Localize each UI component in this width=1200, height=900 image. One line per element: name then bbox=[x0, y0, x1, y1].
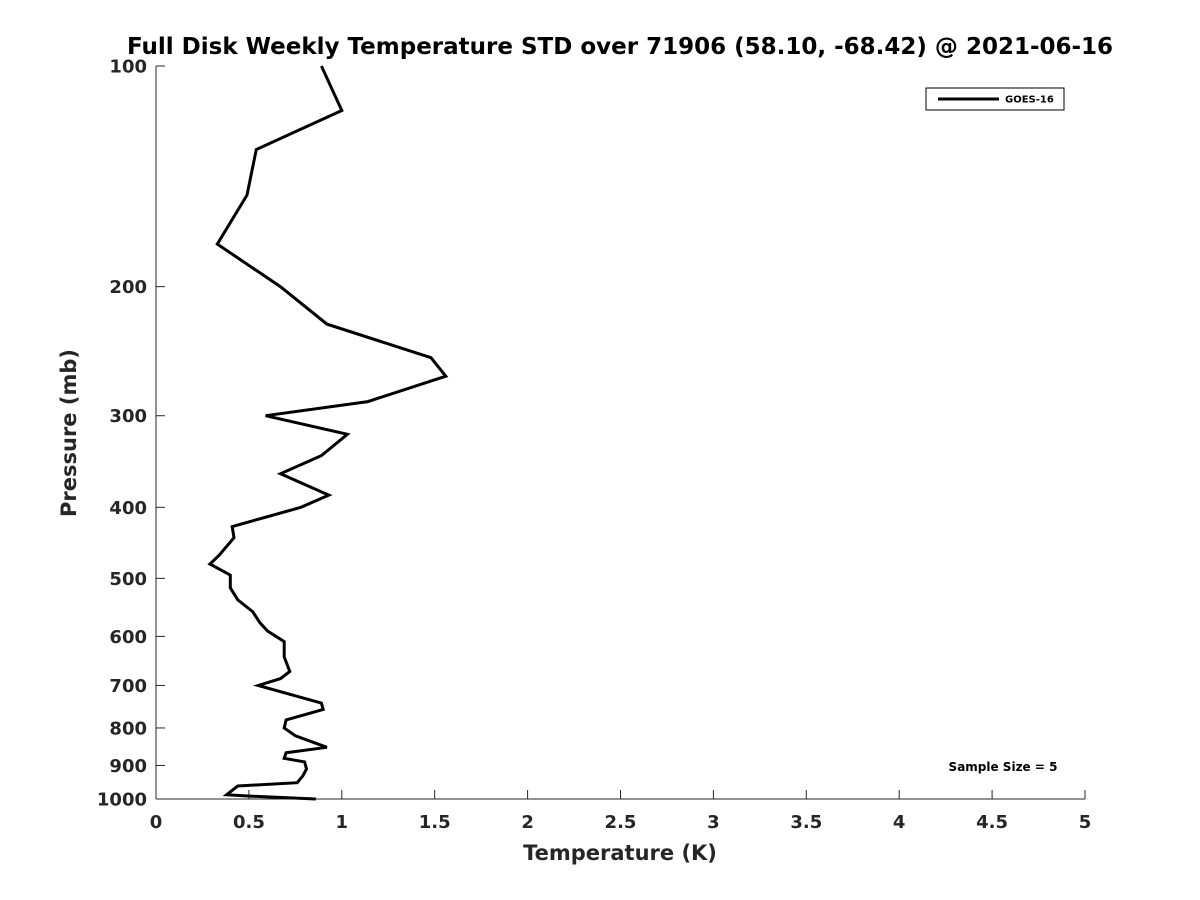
x-tick-label: 5 bbox=[1079, 812, 1092, 833]
legend-label-goes-16: GOES-16 bbox=[1005, 95, 1054, 106]
series-line-goes-16 bbox=[207, 65, 449, 801]
y-tick-label: 200 bbox=[109, 277, 147, 298]
x-tick-label: 2.5 bbox=[605, 812, 637, 833]
x-tick-label: 0.5 bbox=[233, 812, 265, 833]
x-tick-label: 3 bbox=[707, 812, 720, 833]
y-tick-label: 800 bbox=[109, 718, 147, 739]
plot-area bbox=[207, 65, 449, 801]
y-axis-label: Pressure (mb) bbox=[57, 349, 81, 517]
y-tick-label: 700 bbox=[109, 676, 147, 697]
x-tick-label: 0 bbox=[150, 812, 163, 833]
y-tick-label: 400 bbox=[109, 498, 147, 519]
x-axis-label: Temperature (K) bbox=[523, 841, 717, 865]
x-tick-label: 4 bbox=[893, 812, 906, 833]
y-tick-label: 900 bbox=[109, 756, 147, 777]
y-tick-label: 500 bbox=[109, 569, 147, 590]
y-tick-label: 100 bbox=[109, 57, 147, 78]
legend: GOES-16 bbox=[925, 87, 1065, 111]
chart-title: Full Disk Weekly Temperature STD over 71… bbox=[127, 34, 1113, 60]
x-tick-label: 3.5 bbox=[790, 812, 822, 833]
sample-size-annotation: Sample Size = 5 bbox=[949, 760, 1058, 774]
y-tick-label: 600 bbox=[109, 627, 147, 648]
y-tick-label: 300 bbox=[109, 406, 147, 427]
x-tick-label: 4.5 bbox=[976, 812, 1008, 833]
x-tick-label: 2 bbox=[521, 812, 534, 833]
x-tick-label: 1 bbox=[336, 812, 349, 833]
y-tick-label: 1000 bbox=[97, 790, 147, 811]
axes: 0 0.5 1 1.5 2 2.5 3 3.5 4 4.5 5 100 200 300 400 500 600 7… bbox=[97, 57, 1091, 834]
x-tick-label: 1.5 bbox=[419, 812, 451, 833]
